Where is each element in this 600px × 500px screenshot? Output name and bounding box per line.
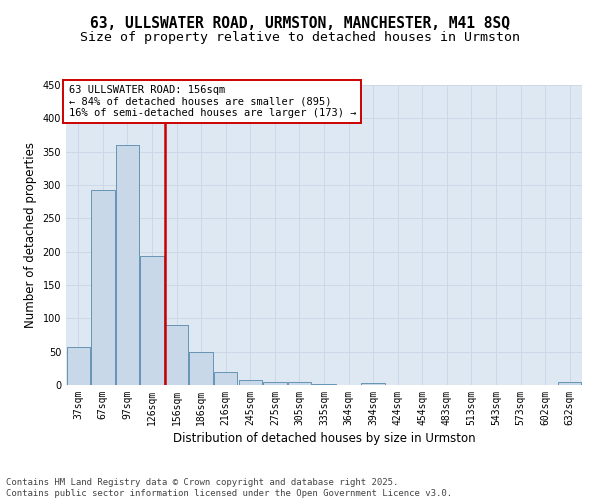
X-axis label: Distribution of detached houses by size in Urmston: Distribution of detached houses by size … [173, 432, 475, 445]
Bar [239, 380, 262, 385]
Bar [263, 382, 287, 385]
Text: Contains HM Land Registry data © Crown copyright and database right 2025.
Contai: Contains HM Land Registry data © Crown c… [6, 478, 452, 498]
Y-axis label: Number of detached properties: Number of detached properties [24, 142, 37, 328]
Bar [116, 145, 139, 385]
Bar [214, 372, 238, 385]
Bar [313, 384, 335, 385]
Bar [165, 325, 188, 385]
Text: 63, ULLSWATER ROAD, URMSTON, MANCHESTER, M41 8SQ: 63, ULLSWATER ROAD, URMSTON, MANCHESTER,… [90, 16, 510, 31]
Bar [558, 382, 581, 385]
Text: 63 ULLSWATER ROAD: 156sqm
← 84% of detached houses are smaller (895)
16% of semi: 63 ULLSWATER ROAD: 156sqm ← 84% of detac… [68, 85, 356, 118]
Bar [67, 347, 90, 385]
Bar [190, 352, 213, 385]
Bar [91, 190, 115, 385]
Bar [361, 383, 385, 385]
Bar [288, 382, 311, 385]
Bar [140, 256, 164, 385]
Text: Size of property relative to detached houses in Urmston: Size of property relative to detached ho… [80, 31, 520, 44]
